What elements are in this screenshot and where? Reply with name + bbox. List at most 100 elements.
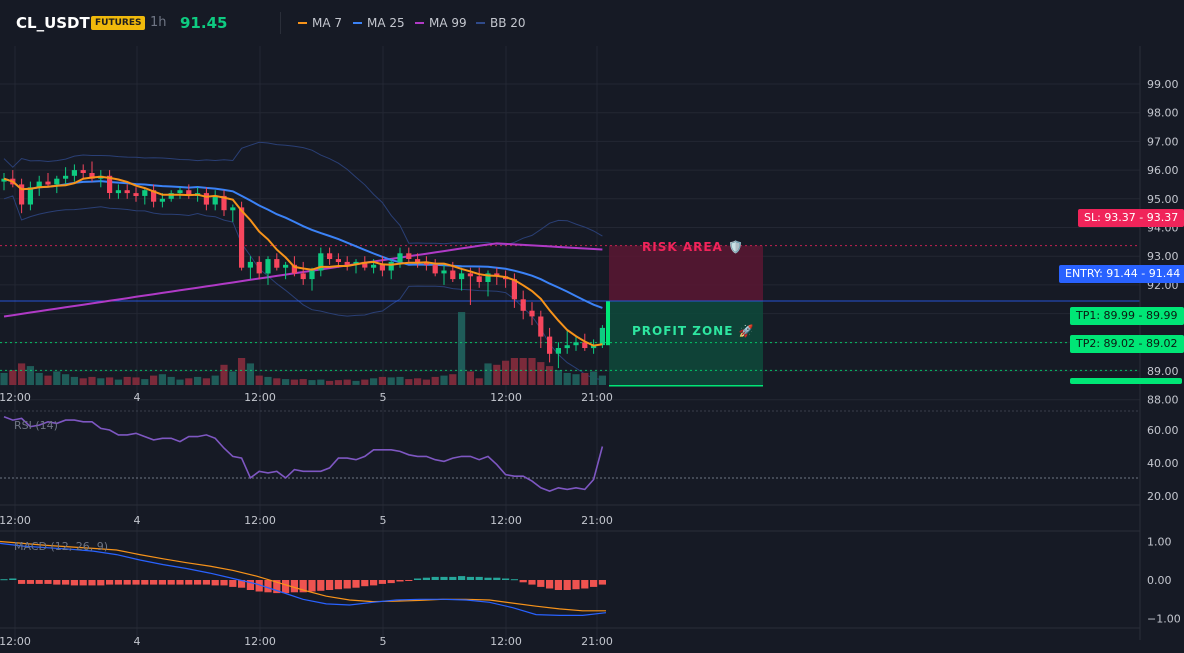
volume-bar: [299, 379, 307, 385]
volume-bar: [18, 363, 26, 385]
tp2-tag: TP2: 89.02 - 89.02: [1070, 335, 1184, 353]
macd-hist-bar: [414, 578, 422, 580]
macd-hist-bar: [167, 580, 175, 585]
volume-bar: [88, 376, 96, 385]
macd-hist-bar: [202, 580, 210, 585]
volume-bar: [343, 379, 351, 385]
volume-bar: [220, 364, 228, 386]
candle-body: [388, 261, 394, 271]
macd-hist-bar: [35, 580, 43, 584]
candle-body: [274, 259, 280, 268]
time-tick-label: 12:00: [0, 635, 31, 648]
macd-hist-bar: [255, 580, 263, 592]
macd-hist-bar: [79, 580, 87, 586]
tp2-tag-value: 89.02: [1146, 337, 1178, 350]
macd-hist-bar: [9, 578, 17, 580]
volume-bar: [554, 370, 562, 385]
axis-labels: 99.0098.0097.0096.0095.0094.0093.0092.00…: [0, 78, 1181, 648]
candle-body: [115, 190, 121, 194]
macd-hist-bar: [563, 580, 571, 590]
candle-body: [529, 310, 535, 317]
macd-hist-bar: [554, 580, 562, 590]
legend-ma25[interactable]: MA 25: [353, 16, 405, 30]
volume-bar: [62, 374, 70, 385]
macd-hist-bar: [598, 580, 606, 585]
macd-hist-bar: [282, 580, 290, 594]
rsi-label: RSI (14): [14, 419, 58, 432]
macd-hist-bar: [70, 580, 78, 586]
price-tick-label: 96.00: [1147, 164, 1179, 177]
rsi-line: [3, 416, 604, 492]
candle-body: [406, 253, 412, 259]
volume-bar: [581, 372, 589, 386]
candle-body: [63, 175, 69, 179]
volume-bar: [202, 378, 210, 386]
macd-hist-bar: [378, 580, 386, 584]
volume-bar: [422, 379, 430, 385]
volume-bar: [150, 375, 158, 385]
candle-body: [45, 181, 51, 185]
macd-hist-bar: [290, 580, 298, 593]
macd-hist-bar: [246, 580, 254, 590]
volume-bar: [97, 378, 105, 386]
rsi-tick-label: 20.00: [1147, 490, 1179, 503]
candle-body: [168, 193, 174, 199]
macd-tick-label: 0.00: [1147, 574, 1172, 587]
candle-body: [300, 273, 306, 280]
volume-bar: [387, 377, 395, 385]
candle-body: [107, 175, 113, 193]
macd-hist-bar: [26, 580, 34, 584]
volume-bar: [519, 358, 527, 385]
macd-hist-bar: [537, 580, 545, 587]
macd-hist-bar: [106, 580, 114, 585]
volume-bar: [211, 375, 219, 385]
volume-bar: [502, 360, 510, 385]
time-tick-label: 12:00: [490, 514, 522, 527]
macd-hist-bar: [220, 580, 228, 586]
tp3-tag-clipped: [1070, 378, 1182, 384]
candle-body: [186, 190, 192, 196]
volume-bar: [546, 366, 554, 385]
macd-hist-bar: [519, 580, 527, 583]
profit-zone: [609, 301, 763, 386]
candle-body: [142, 190, 148, 196]
macd-hist-bar: [185, 580, 193, 585]
volume-bar: [537, 362, 545, 385]
candle-body: [459, 273, 465, 280]
macd-tick-label: 1.00: [1147, 536, 1172, 549]
bb-upper-band: [3, 141, 603, 246]
volume-bar: [185, 378, 193, 386]
time-tick-label: 5: [380, 635, 387, 648]
symbol-name[interactable]: CL_USDT: [16, 14, 90, 32]
candle-body: [212, 195, 218, 205]
price-tick-label: 99.00: [1147, 78, 1179, 91]
macd-hist-bar: [308, 580, 316, 592]
legend-ma99[interactable]: MA 99: [415, 16, 467, 30]
time-tick-label: 12:00: [0, 514, 31, 527]
time-tick-label: 12:00: [244, 514, 276, 527]
legend-ma7[interactable]: MA 7: [298, 16, 342, 30]
candles: [1, 161, 605, 369]
ma7-line: [3, 175, 603, 347]
time-tick-label: 12:00: [490, 391, 522, 404]
volume-bar: [53, 371, 61, 385]
timeframe[interactable]: 1h: [150, 15, 167, 30]
volume-bar: [176, 379, 184, 385]
macd-hist-bar: [158, 580, 166, 585]
macd-histogram: [0, 576, 606, 594]
macd-hist-bar: [123, 580, 131, 585]
time-tick-label: 12:00: [244, 391, 276, 404]
candle-body: [582, 342, 588, 348]
legend-bb20-label: BB 20: [490, 16, 526, 30]
tp2-tag-label: TP2: 89.02: [1076, 337, 1136, 350]
candle-body: [494, 273, 500, 277]
volume-bar: [440, 375, 448, 385]
ma25-swatch: [353, 22, 362, 24]
last-price: 91.45: [180, 14, 228, 32]
time-tick-label: 4: [134, 635, 141, 648]
candle-body: [151, 190, 157, 202]
macd-line: [0, 542, 607, 616]
legend-bb20[interactable]: BB 20: [476, 16, 526, 30]
macd-hist-bar: [317, 580, 325, 591]
